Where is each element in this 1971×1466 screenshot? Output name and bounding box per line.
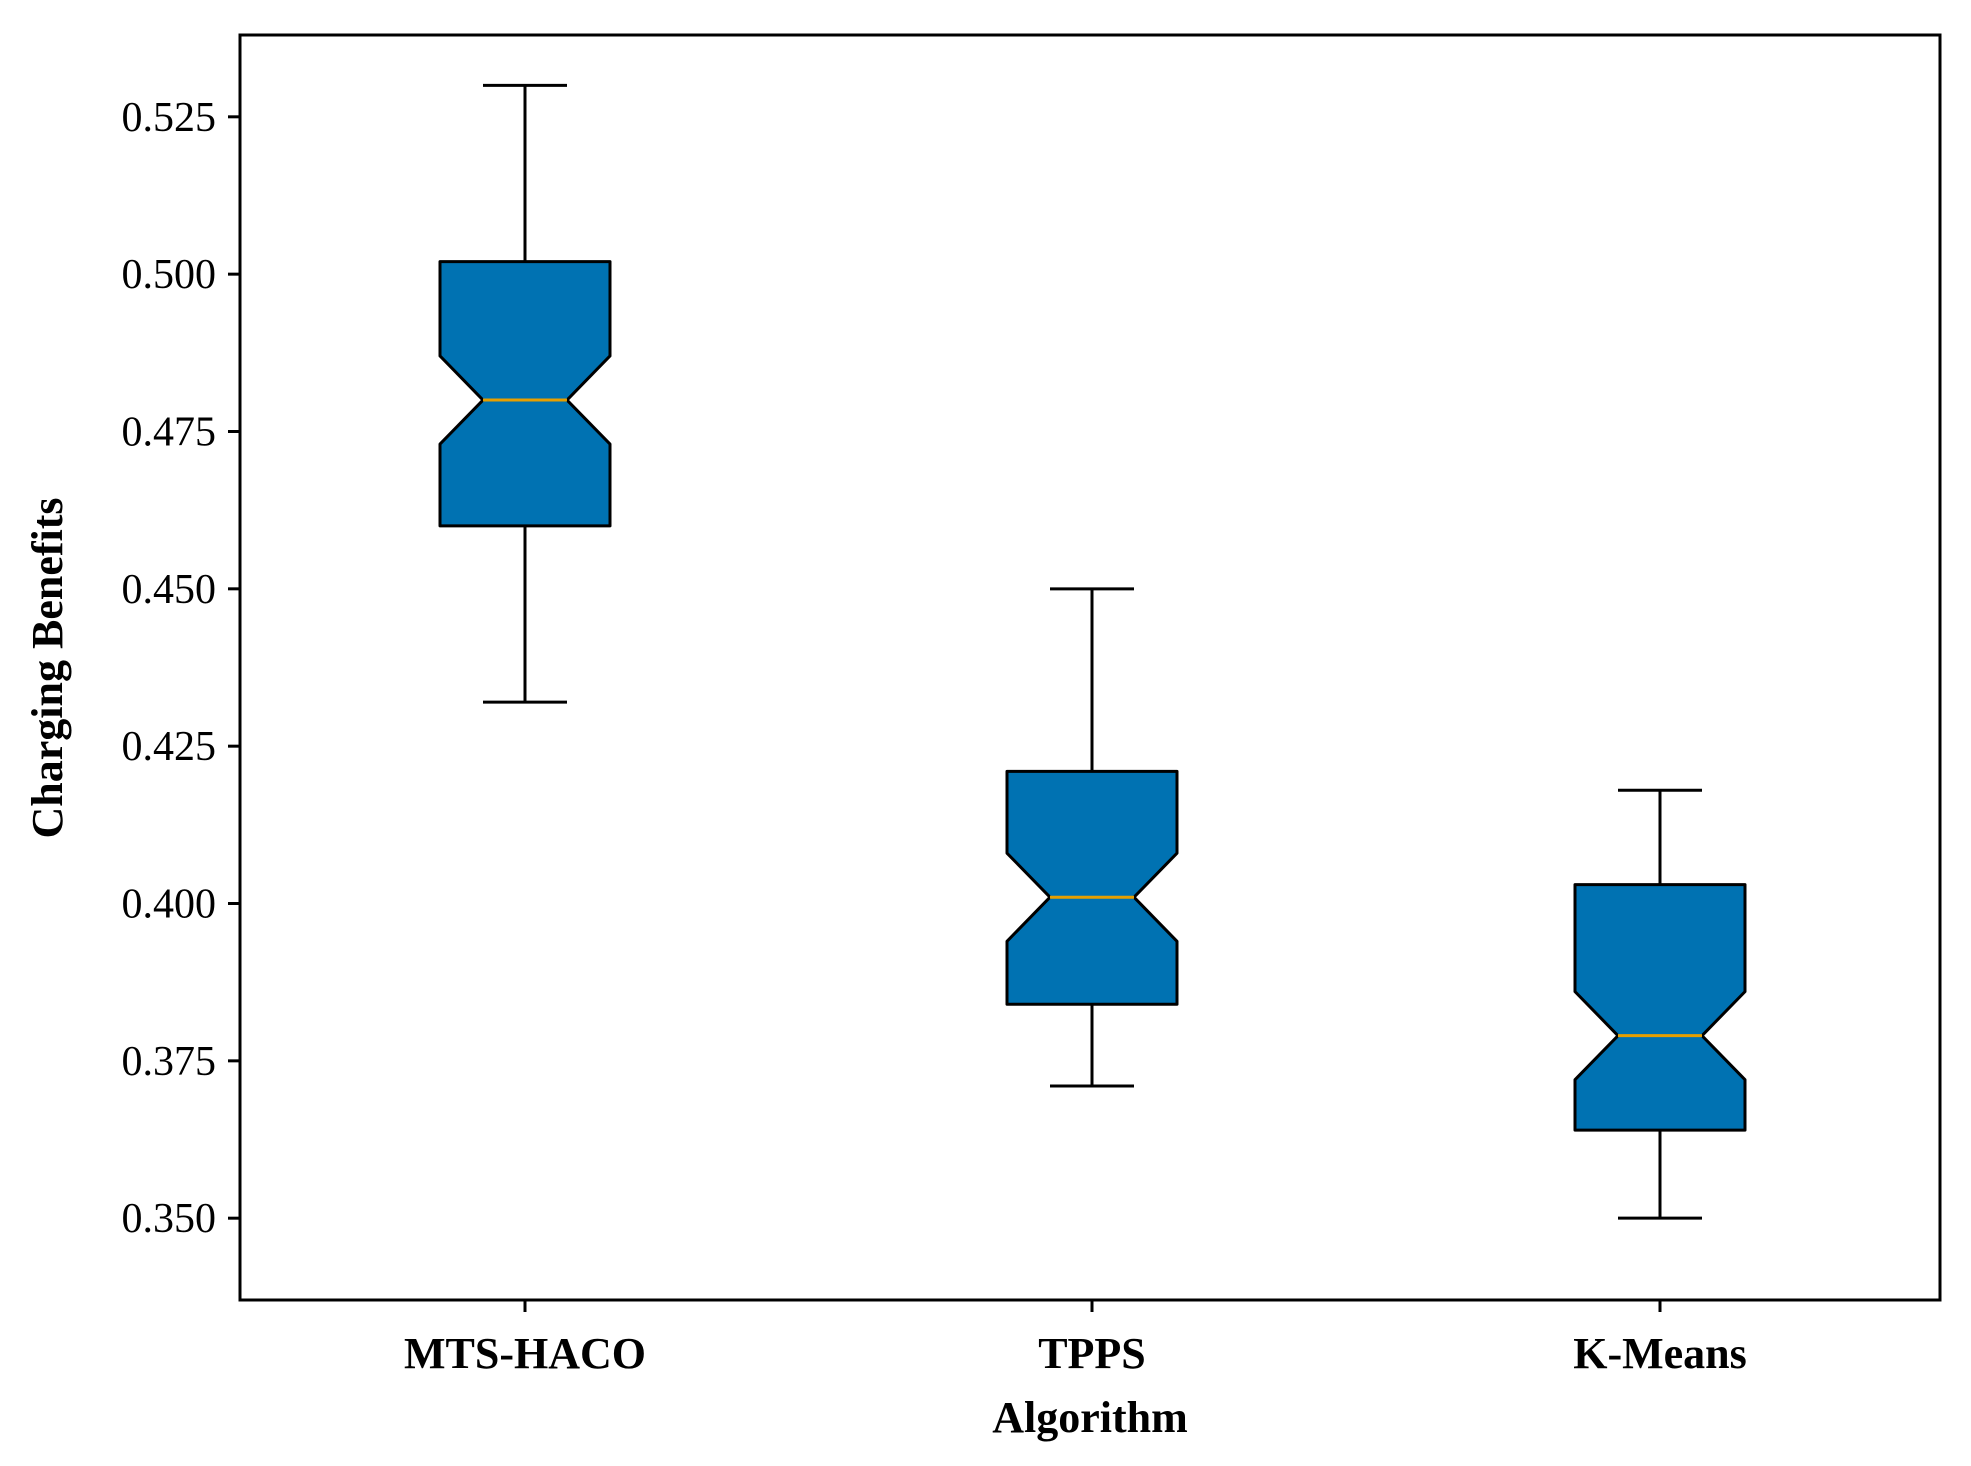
box-k-means xyxy=(1573,788,1747,1220)
y-tick-label: 0.500 xyxy=(122,252,217,298)
x-tick-label: TPPS xyxy=(1038,1329,1146,1378)
boxes-group xyxy=(438,83,1747,1220)
x-axis-ticks: MTS-HACO TPPS K-Means xyxy=(404,1300,1747,1378)
y-tick-label: 0.350 xyxy=(122,1196,217,1242)
y-tick-label: 0.450 xyxy=(122,567,217,613)
y-tick-label: 0.425 xyxy=(122,724,217,770)
x-axis-title: Algorithm xyxy=(992,1393,1188,1442)
y-axis-ticks: 0.350 0.375 0.400 0.425 0.450 0.475 0.500 0.525 xyxy=(122,95,240,1242)
notched-box xyxy=(1005,769,1179,1006)
y-axis-title: Charging Benefits xyxy=(23,498,72,839)
x-tick-label: MTS-HACO xyxy=(404,1329,646,1378)
box-tpps xyxy=(1005,587,1179,1088)
plot-area-frame xyxy=(238,33,1942,1302)
notched-box xyxy=(438,260,612,528)
y-tick-label: 0.525 xyxy=(122,95,217,141)
box-mts-haco xyxy=(438,83,612,704)
x-tick-label: K-Means xyxy=(1573,1329,1747,1378)
notched-box xyxy=(1573,883,1747,1132)
y-tick-label: 0.400 xyxy=(122,882,217,928)
y-tick-label: 0.375 xyxy=(122,1039,217,1085)
y-tick-label: 0.475 xyxy=(122,409,217,455)
